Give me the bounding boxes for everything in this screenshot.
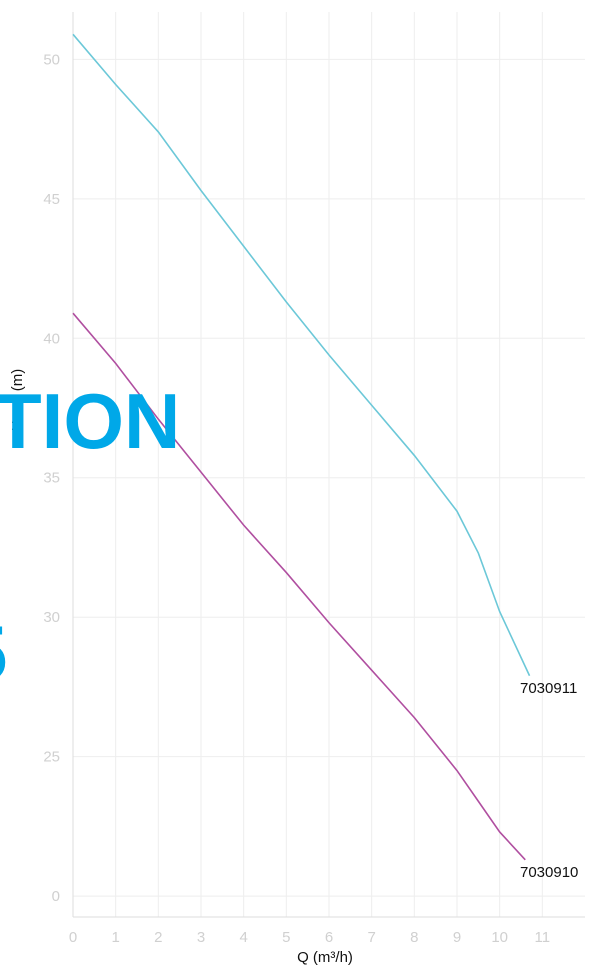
x-axis-label: Q (m³/h) [297,949,353,966]
x-tick-label: 4 [239,929,247,946]
series-label: 7030911 [520,680,577,697]
x-tick-label: 6 [325,929,333,946]
y-tick-label: 45 [43,191,60,208]
y-tick-label: 50 [43,51,60,68]
x-tick-label: 3 [197,929,205,946]
y-tick-label: 40 [43,330,60,347]
series-line [72,33,531,677]
y-axis-label: Head (m) [9,369,26,432]
x-tick-label: 5 [282,929,290,946]
x-tick-label: 0 [69,929,77,946]
series-line [72,312,526,861]
series-label: 7030910 [520,864,578,881]
x-tick-label: 8 [410,929,418,946]
x-tick-label: 2 [154,929,162,946]
y-tick-label: 0 [52,888,60,905]
overlay-text: 5 [0,609,7,697]
x-tick-label: 9 [453,929,461,946]
y-tick-label: 25 [43,749,60,766]
x-tick-label: 11 [535,929,551,946]
x-tick-label: 1 [111,929,119,946]
x-tick-label: 7 [367,929,375,946]
y-tick-label: 30 [43,609,60,626]
y-tick-label: 35 [43,470,60,487]
x-tick-label: 10 [491,929,508,946]
overlay-text: TION [0,377,180,465]
